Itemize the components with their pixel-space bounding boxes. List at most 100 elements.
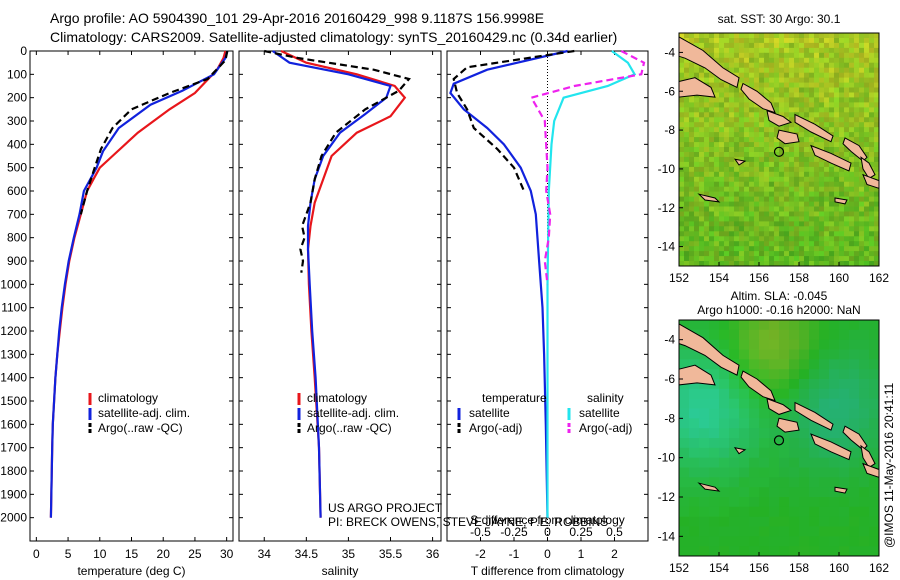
map-cell [779, 477, 790, 488]
map-cell [784, 112, 790, 118]
map-cell [809, 418, 820, 429]
map-x-tick-label: 154 [709, 561, 729, 575]
map-cell [874, 241, 880, 247]
map-cell [809, 77, 815, 84]
map-cell [859, 536, 870, 547]
map-cell [799, 57, 805, 64]
map-cell [809, 246, 815, 252]
map-y-tick-label: -6 [664, 372, 675, 386]
map-cell [719, 33, 725, 39]
map-cell [684, 137, 690, 143]
map-cell [864, 256, 870, 262]
map-cell [714, 181, 720, 188]
map-cell [714, 117, 720, 123]
map-cell [714, 226, 720, 232]
map-cell [789, 339, 800, 350]
map-cell [714, 221, 720, 227]
map-cell [739, 236, 745, 242]
map-cell [869, 349, 880, 360]
map-cell [799, 349, 810, 360]
map-cell [854, 47, 860, 54]
map-cell [749, 516, 760, 527]
map-cell [854, 132, 860, 138]
map-cell [839, 526, 850, 537]
map-cell [699, 398, 710, 409]
map-cell [789, 516, 800, 527]
map-cell [844, 201, 850, 208]
map-cell [849, 388, 860, 400]
map-cell [714, 92, 720, 98]
map-cell [804, 171, 810, 178]
map-cell [829, 320, 840, 331]
map-cell [874, 62, 880, 69]
map-cell [849, 161, 855, 168]
map-cell [814, 107, 820, 113]
x-tick-label: 10 [93, 547, 107, 561]
map-cell [814, 161, 820, 168]
map-cell [779, 191, 785, 198]
map-cell [689, 246, 695, 252]
map-cell [799, 196, 805, 203]
map-cell [739, 408, 750, 419]
map-cell [729, 369, 740, 380]
map-cell [834, 261, 840, 267]
map-cell [709, 398, 720, 409]
map-cell [709, 171, 715, 178]
map-cell [749, 181, 755, 188]
map-cell [824, 251, 830, 257]
map-cell [764, 132, 770, 138]
map-cell [734, 112, 740, 118]
map-cell [729, 142, 735, 148]
map-cell [809, 536, 820, 547]
map-cell [729, 156, 735, 163]
map-cell [709, 246, 715, 252]
map-cell [684, 62, 690, 69]
map-cell [869, 428, 880, 439]
map-cell [779, 447, 790, 459]
map-cell [759, 369, 770, 380]
map-cell [779, 497, 790, 508]
map-cell [729, 166, 735, 173]
map-cell [829, 181, 835, 188]
map-cell [774, 42, 780, 49]
map-cell [834, 147, 840, 153]
map-cell [769, 231, 775, 237]
map-cell [769, 379, 780, 390]
map-cell [849, 92, 855, 98]
map-cell [769, 186, 775, 193]
map-cell [789, 57, 795, 64]
map-cell [679, 122, 685, 128]
map-cell [844, 52, 850, 59]
map-cell [749, 536, 760, 547]
map-cell [734, 38, 740, 44]
map-cell [814, 156, 820, 163]
map-cell [699, 226, 705, 232]
map-cell [684, 107, 690, 113]
map-cell [684, 57, 690, 64]
map-cell [769, 33, 775, 39]
map-cell [784, 67, 790, 74]
map-cell [729, 261, 735, 267]
x-tick-label: 36 [426, 547, 440, 561]
map-cell [814, 181, 820, 188]
map-cell [794, 147, 800, 153]
map-cell [844, 241, 850, 247]
map-cell [864, 211, 870, 217]
map-cell [739, 57, 745, 64]
map-cell [859, 246, 865, 252]
map-cell [709, 369, 720, 380]
map-cell [709, 181, 715, 188]
map-cell [769, 359, 780, 370]
map-y-tick-label: -12 [658, 490, 676, 504]
map-cell [749, 359, 760, 370]
map-cell [754, 52, 760, 59]
map-cell [819, 117, 825, 123]
map-cell [839, 72, 845, 79]
map-cell [769, 408, 780, 419]
map-cell [804, 102, 810, 108]
map-cell [704, 241, 710, 247]
map-cell [789, 251, 795, 257]
map-cell [709, 428, 720, 439]
map-cell [784, 246, 790, 252]
map-cell [824, 206, 830, 212]
